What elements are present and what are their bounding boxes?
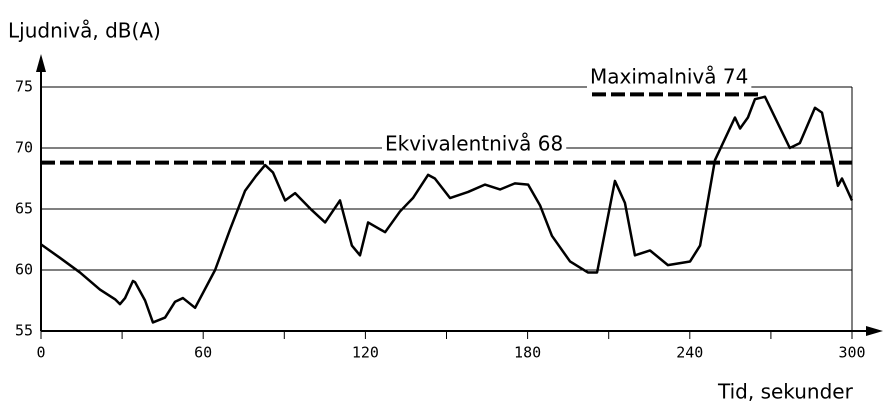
x-tick-label: 180 (514, 344, 541, 362)
label-background (382, 131, 567, 156)
x-axis-label: Tid, sekunder (717, 380, 854, 404)
x-tick-label: 240 (676, 344, 703, 362)
y-axis-arrow (36, 54, 46, 72)
x-tick-label: 120 (352, 344, 379, 362)
x-tick-label: 0 (36, 344, 45, 362)
y-tick-label: 55 (15, 322, 33, 340)
reference-label: Ekvivalentnivå 68 (385, 132, 563, 156)
reference-label: Maximalnivå 74 (590, 65, 748, 89)
y-tick-label: 70 (15, 139, 33, 157)
y-tick-label: 65 (15, 200, 33, 218)
x-axis-arrow (866, 326, 883, 336)
label-background (587, 64, 752, 89)
x-tick-label: 300 (838, 344, 865, 362)
y-tick-label: 75 (15, 78, 33, 96)
x-tick-label: 60 (194, 344, 212, 362)
y-axis-label: Ljudnivå, dB(A) (8, 19, 161, 43)
y-tick-label: 60 (15, 261, 33, 279)
data-line (40, 95, 854, 324)
